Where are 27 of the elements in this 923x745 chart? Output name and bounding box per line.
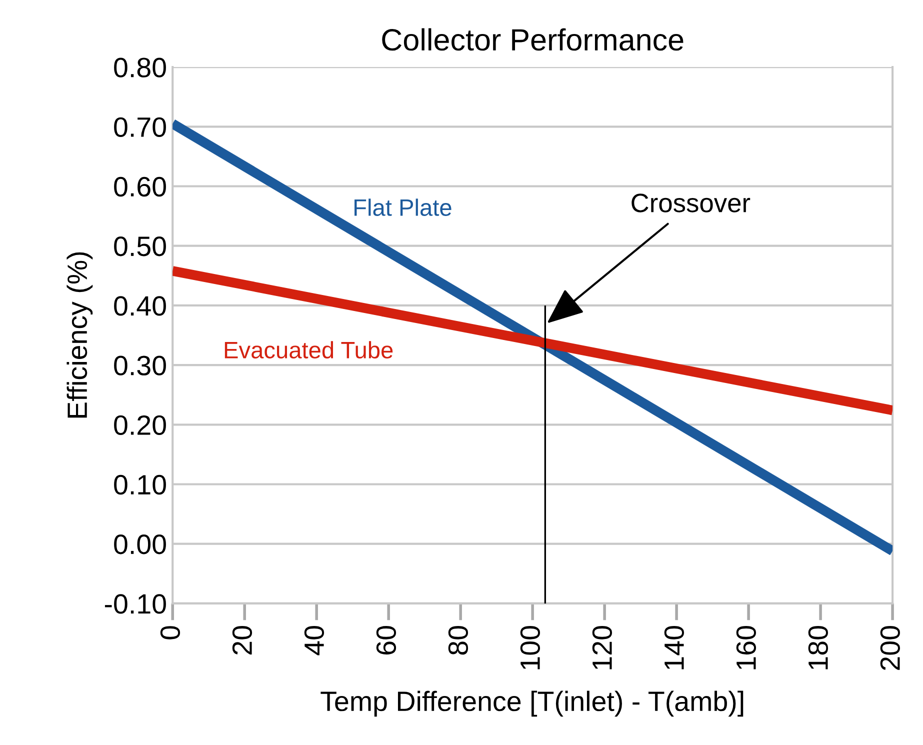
x-tick-label: 180 (808, 626, 828, 670)
y-tick-label: 0.20 (114, 415, 166, 435)
y-tick-label: -0.10 (104, 594, 166, 614)
x-tick-label: 100 (520, 626, 540, 670)
x-tick-label: 20 (232, 626, 252, 654)
x-tick-label: 140 (664, 626, 684, 670)
y-tick-label: 0.00 (114, 534, 166, 554)
x-tick-label: 0 (160, 626, 180, 640)
y-tick-label: 0.10 (114, 474, 166, 495)
x-tick-label: 80 (448, 626, 468, 655)
series-label: Evacuated Tube (224, 341, 393, 359)
x-tick-label: 160 (736, 626, 756, 670)
series-label: Flat Plate (354, 198, 452, 216)
x-tick-label: 40 (304, 626, 324, 656)
y-tick-label: 0.60 (114, 176, 166, 197)
x-axis-title: Temp Difference [T(inlet) - T(amb)] (320, 690, 744, 717)
y-tick-label: 0.70 (114, 117, 166, 137)
annotation: Crossover (632, 194, 750, 212)
x-tick-label: 120 (592, 626, 612, 670)
y-tick-label: 0.50 (114, 236, 166, 256)
y-tick-label: 0.30 (114, 356, 166, 376)
y-axis-title: Efficiency (%) (66, 252, 93, 418)
x-tick-label: 200 (880, 626, 900, 670)
y-tick-label: 0.80 (114, 58, 166, 78)
x-tick-label: 60 (376, 626, 396, 654)
chart-title: Collector Performance (382, 28, 684, 51)
y-tick-label: 0.40 (114, 296, 166, 316)
